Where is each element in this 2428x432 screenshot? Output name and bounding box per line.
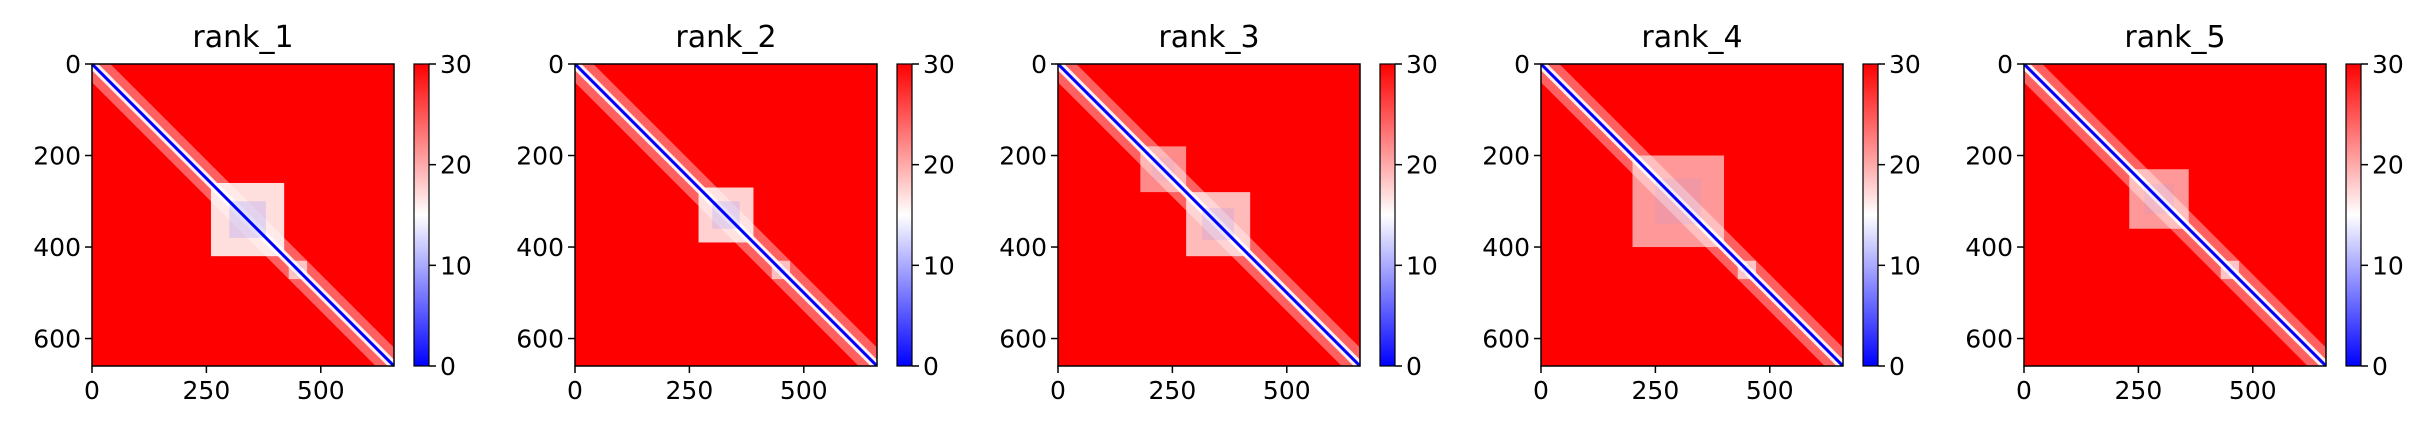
colorbar-tick-label: 0 xyxy=(1889,352,1905,381)
plot-frame xyxy=(1057,63,1361,367)
y-tick-label: 200 xyxy=(1482,142,1530,171)
plot-frame xyxy=(1540,63,1844,367)
colorbar-tick-label: 30 xyxy=(1406,50,1438,79)
plot-frame xyxy=(574,63,878,367)
x-tick-label: 500 xyxy=(297,376,345,405)
x-tick-label: 500 xyxy=(780,376,828,405)
y-tick-label: 400 xyxy=(516,233,564,262)
y-tick-label: 200 xyxy=(999,142,1047,171)
y-tick-label: 600 xyxy=(999,325,1047,354)
y-tick-label: 200 xyxy=(1965,142,2013,171)
heatmap-image xyxy=(92,64,394,366)
diagonal-line xyxy=(1058,64,1360,366)
y-tick-label: 0 xyxy=(65,50,81,79)
diagonal-line xyxy=(92,64,394,366)
diagonal-line xyxy=(575,64,877,366)
x-tick-label: 0 xyxy=(1533,376,1549,405)
heatmap-image xyxy=(1541,64,1843,366)
colorbar-tick-label: 0 xyxy=(923,352,939,381)
y-tick-label: 400 xyxy=(999,233,1047,262)
heatmap-image xyxy=(1058,64,1360,366)
x-tick-label: 250 xyxy=(666,376,714,405)
x-tick-label: 0 xyxy=(2016,376,2032,405)
colorbar-tick-label: 10 xyxy=(923,251,955,280)
plot-frame xyxy=(2023,63,2327,367)
colorbar xyxy=(413,63,430,367)
y-tick-label: 0 xyxy=(1514,50,1530,79)
y-tick-label: 400 xyxy=(1965,233,2013,262)
y-tick-label: 600 xyxy=(1482,325,1530,354)
colorbar-tick-label: 20 xyxy=(2372,151,2404,180)
chart-title: rank_3 xyxy=(1158,20,1259,55)
colorbar-tick-label: 30 xyxy=(1889,50,1921,79)
colorbar-tick-label: 30 xyxy=(440,50,472,79)
colorbar-tick-label: 10 xyxy=(440,251,472,280)
y-tick-label: 600 xyxy=(33,325,81,354)
x-tick-label: 0 xyxy=(567,376,583,405)
x-tick-label: 250 xyxy=(1149,376,1197,405)
colorbar-tick-label: 0 xyxy=(1406,352,1422,381)
diagonal-line xyxy=(2024,64,2326,366)
y-tick-label: 600 xyxy=(1965,325,2013,354)
colorbar-tick-label: 10 xyxy=(2372,251,2404,280)
heatmap-image xyxy=(575,64,877,366)
x-tick-label: 500 xyxy=(1746,376,1794,405)
plot-frame xyxy=(91,63,395,367)
chart-title: rank_5 xyxy=(2124,20,2225,55)
colorbar-tick-label: 30 xyxy=(923,50,955,79)
colorbar-tick-label: 20 xyxy=(440,151,472,180)
y-tick-label: 200 xyxy=(33,142,81,171)
colorbar-tick-label: 0 xyxy=(440,352,456,381)
colorbar-tick-label: 20 xyxy=(923,151,955,180)
y-tick-label: 200 xyxy=(516,142,564,171)
colorbar xyxy=(1862,63,1879,367)
heatmap-image xyxy=(2024,64,2326,366)
y-tick-label: 0 xyxy=(548,50,564,79)
colorbar-tick-label: 10 xyxy=(1406,251,1438,280)
y-tick-label: 400 xyxy=(33,233,81,262)
x-tick-label: 500 xyxy=(2229,376,2277,405)
y-tick-label: 400 xyxy=(1482,233,1530,262)
chart-title: rank_2 xyxy=(675,20,776,55)
colorbar xyxy=(1379,63,1396,367)
y-tick-label: 600 xyxy=(516,325,564,354)
x-tick-label: 500 xyxy=(1263,376,1311,405)
chart-title: rank_1 xyxy=(192,20,293,55)
colorbar-tick-label: 0 xyxy=(2372,352,2388,381)
colorbar xyxy=(2345,63,2362,367)
colorbar-tick-label: 10 xyxy=(1889,251,1921,280)
x-tick-label: 0 xyxy=(84,376,100,405)
diagonal-line xyxy=(1541,64,1843,366)
x-tick-label: 0 xyxy=(1050,376,1066,405)
x-tick-label: 250 xyxy=(1632,376,1680,405)
colorbar-tick-label: 30 xyxy=(2372,50,2404,79)
x-tick-label: 250 xyxy=(183,376,231,405)
colorbar-tick-label: 20 xyxy=(1889,151,1921,180)
colorbar xyxy=(896,63,913,367)
y-tick-label: 0 xyxy=(1997,50,2013,79)
x-tick-label: 250 xyxy=(2115,376,2163,405)
chart-title: rank_4 xyxy=(1641,20,1742,55)
y-tick-label: 0 xyxy=(1031,50,1047,79)
colorbar-tick-label: 20 xyxy=(1406,151,1438,180)
